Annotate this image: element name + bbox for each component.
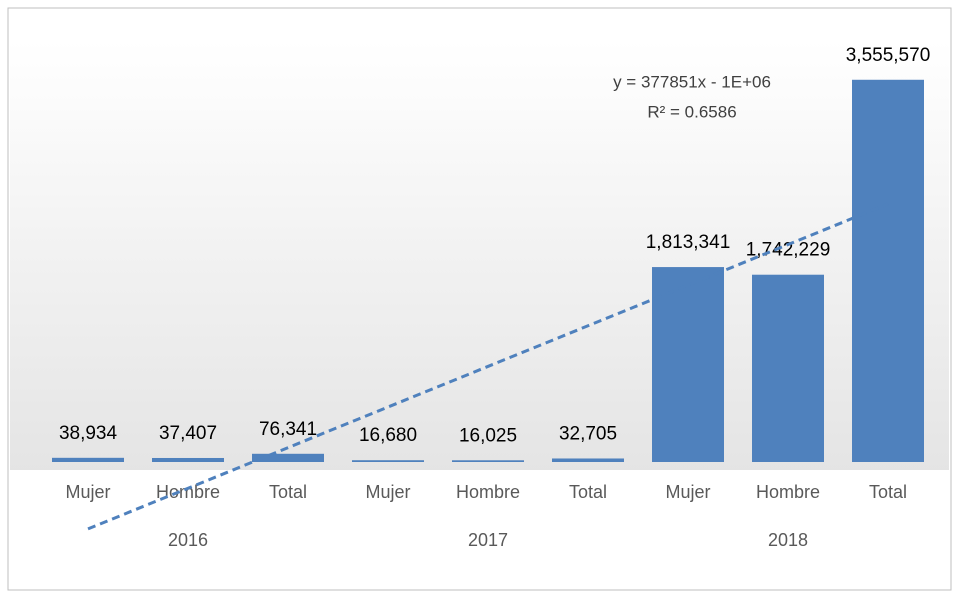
- x-tick-label: Mujer: [65, 482, 110, 502]
- bar: [552, 458, 624, 462]
- bar: [252, 453, 324, 462]
- x-tick-label: Total: [569, 482, 607, 502]
- data-label: 32,705: [559, 423, 617, 444]
- x-tick-label: Total: [869, 482, 907, 502]
- data-label: 38,934: [59, 423, 118, 444]
- trend-r2: R² = 0.6586: [647, 102, 736, 121]
- bar: [52, 457, 124, 462]
- x-tick-label: Hombre: [456, 482, 520, 502]
- data-label: 3,555,570: [846, 45, 931, 66]
- x-group-label: 2018: [768, 530, 808, 550]
- x-tick-label: Hombre: [756, 482, 820, 502]
- data-label: 76,341: [259, 419, 317, 440]
- x-group-label: 2017: [468, 530, 508, 550]
- data-label: 16,025: [459, 425, 517, 446]
- data-label: 16,680: [359, 425, 417, 446]
- x-tick-label: Hombre: [156, 482, 220, 502]
- x-tick-label: Mujer: [665, 482, 710, 502]
- bar: [752, 274, 824, 462]
- data-label: 37,407: [159, 423, 217, 444]
- bar: [352, 460, 424, 462]
- data-label: 1,813,341: [646, 232, 731, 253]
- bar: [152, 457, 224, 462]
- trendline: [87, 202, 889, 531]
- bar: [452, 460, 524, 462]
- data-label: 1,742,229: [746, 240, 831, 261]
- trend-equation: y = 377851x - 1E+06: [613, 72, 771, 91]
- x-tick-label: Total: [269, 482, 307, 502]
- x-tick-label: Mujer: [365, 482, 410, 502]
- bar: [652, 267, 724, 462]
- x-group-label: 2016: [168, 530, 208, 550]
- bar: [852, 79, 924, 463]
